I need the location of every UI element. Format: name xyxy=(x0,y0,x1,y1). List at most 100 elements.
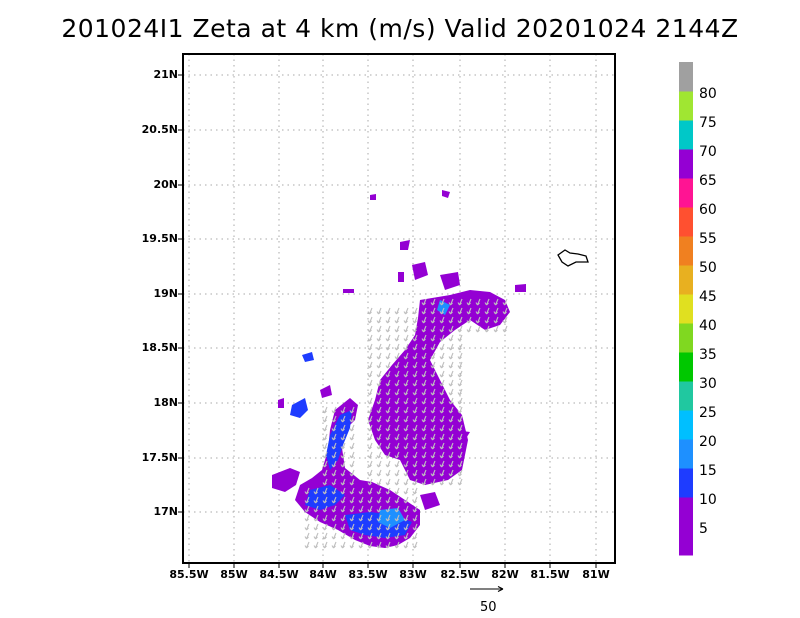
wind-vector-arrow-icon xyxy=(439,325,445,333)
wind-vector-arrow-icon xyxy=(376,343,382,351)
wind-vector-arrow-icon xyxy=(322,505,328,513)
wind-vector-arrow-icon xyxy=(421,433,427,441)
wind-vector-arrow-icon xyxy=(439,316,445,324)
wind-vector-arrow-icon xyxy=(448,406,454,414)
wind-vector-arrow-icon xyxy=(457,460,463,468)
wind-vector-arrow-icon xyxy=(448,361,454,369)
wind-vector-arrow-icon xyxy=(466,325,472,333)
lat-tick: 17N xyxy=(153,505,178,518)
wind-vector-arrow-icon xyxy=(457,442,463,450)
wind-vector-arrow-icon xyxy=(376,514,382,522)
vector-scale-arrowhead-icon xyxy=(497,586,504,592)
colorbar-segment xyxy=(679,294,693,324)
wind-vector-arrow-icon xyxy=(385,424,391,432)
wind-vector-arrow-icon xyxy=(394,325,400,333)
wind-vector-arrow-icon xyxy=(403,406,409,414)
wind-vector-arrow-icon xyxy=(421,478,427,486)
wind-vector-arrow-icon xyxy=(331,460,337,468)
plot-frame xyxy=(182,53,616,564)
wind-vector-arrow-icon xyxy=(484,325,490,333)
wind-vector-arrow-icon xyxy=(412,496,418,504)
wind-vector-arrow-icon xyxy=(322,406,328,414)
wind-vector-arrow-icon xyxy=(457,469,463,477)
wind-vector-arrow-icon xyxy=(376,469,382,477)
wind-vector-arrow-icon xyxy=(430,343,436,351)
wind-vector-arrow-icon xyxy=(412,433,418,441)
wind-vector-arrow-icon xyxy=(403,388,409,396)
wind-vector-arrow-icon xyxy=(403,469,409,477)
wind-vector-arrow-icon xyxy=(502,316,508,324)
colorbar-segment xyxy=(679,468,693,498)
wind-vector-arrow-icon xyxy=(421,424,427,432)
wind-vector-arrow-icon xyxy=(403,361,409,369)
wind-vector-arrow-icon xyxy=(484,298,490,306)
wind-vector-arrow-icon xyxy=(385,406,391,414)
wind-vector-arrow-icon xyxy=(457,343,463,351)
colorbar-segment xyxy=(679,120,693,150)
wind-vector-arrow-icon xyxy=(376,325,382,333)
wind-vector-arrow-icon xyxy=(304,505,310,513)
wind-vector-arrow-icon xyxy=(430,298,436,306)
wind-vector-arrow-icon xyxy=(439,451,445,459)
wind-vector-arrow-icon xyxy=(376,442,382,450)
wind-vector-arrow-icon xyxy=(385,523,391,531)
wind-vector-arrow-icon xyxy=(376,532,382,540)
wind-vector-arrow-icon xyxy=(394,532,400,540)
colorbar-label: 35 xyxy=(699,347,717,363)
wind-vector-arrow-icon xyxy=(340,523,346,531)
wind-vector-arrow-icon xyxy=(457,424,463,432)
wind-vector-arrow-icon xyxy=(430,469,436,477)
wind-vector-arrow-icon xyxy=(367,523,373,531)
lat-tick: 19.5N xyxy=(142,232,178,245)
wind-vector-arrow-icon xyxy=(403,442,409,450)
wind-vector-arrow-icon xyxy=(466,307,472,315)
vector-scale xyxy=(470,586,504,592)
echo-cell-13 xyxy=(420,492,440,510)
wind-vector-arrow-icon xyxy=(475,325,481,333)
wind-vector-arrow-icon xyxy=(322,451,328,459)
wind-vector-arrow-icon xyxy=(475,298,481,306)
wind-vector-arrow-icon xyxy=(376,388,382,396)
wind-vector-arrow-icon xyxy=(448,298,454,306)
wind-vector-arrow-icon xyxy=(421,325,427,333)
echo-cell-9 xyxy=(343,289,354,293)
colorbar-label: 55 xyxy=(699,231,717,247)
wind-vector-arrow-icon xyxy=(358,487,364,495)
wind-vector-arrow-icon xyxy=(448,397,454,405)
wind-vector-arrow-icon xyxy=(493,316,499,324)
wind-vector-arrow-icon xyxy=(484,307,490,315)
wind-vector-arrow-icon xyxy=(412,361,418,369)
echo-cell-5 xyxy=(370,194,376,200)
colorbar-segment xyxy=(679,526,693,556)
wind-vector-arrow-icon xyxy=(493,325,499,333)
wind-vector-arrow-icon xyxy=(421,352,427,360)
wind-vector-arrow-icon xyxy=(349,433,355,441)
wind-vector-arrow-icon xyxy=(322,496,328,504)
wind-vector-arrow-icon xyxy=(430,370,436,378)
colorbar-label: 10 xyxy=(699,492,717,508)
wind-vector-arrow-icon xyxy=(448,343,454,351)
wind-vector-arrow-icon xyxy=(376,415,382,423)
echo-cell-6 xyxy=(442,190,450,198)
wind-vector-arrow-icon xyxy=(358,505,364,513)
colorbar-segment xyxy=(679,178,693,208)
wind-vector-arrow-icon xyxy=(349,487,355,495)
wind-vector-arrow-icon xyxy=(421,361,427,369)
wind-vector-arrow-icon xyxy=(394,415,400,423)
wind-vector-arrow-icon xyxy=(412,316,418,324)
wind-vector-arrow-icon xyxy=(403,325,409,333)
wind-vector-arrow-icon xyxy=(412,460,418,468)
wind-vector-arrow-icon xyxy=(340,460,346,468)
wind-vector-arrow-icon xyxy=(421,388,427,396)
wind-vector-arrow-icon xyxy=(430,352,436,360)
wind-vector-arrow-icon xyxy=(430,415,436,423)
wind-vector-arrow-icon xyxy=(448,379,454,387)
wind-vector-arrow-icon xyxy=(340,451,346,459)
wind-vector-arrow-icon xyxy=(385,433,391,441)
wind-vector-arrow-icon xyxy=(403,460,409,468)
wind-vector-arrow-icon xyxy=(367,478,373,486)
wind-vector-arrow-icon xyxy=(439,478,445,486)
longitude-labels: 85.5W 85W 84.5W 84W 83.5W 83W 82.5W 82W … xyxy=(169,568,609,581)
wind-vector-arrow-icon xyxy=(448,388,454,396)
echo-cell-4 xyxy=(400,240,410,250)
